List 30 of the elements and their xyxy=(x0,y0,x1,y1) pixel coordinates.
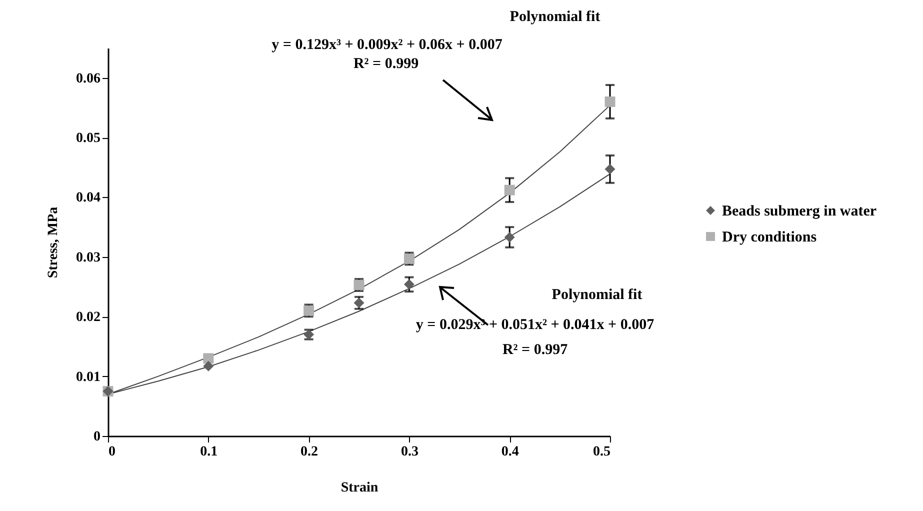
x-axis-title: Strain xyxy=(340,480,378,496)
y-tick-label: 0 xyxy=(94,430,100,444)
x-tick-label: 0 xyxy=(108,444,116,460)
point xyxy=(404,279,414,290)
y-tick-label: 0.01 xyxy=(76,370,100,385)
point xyxy=(604,96,616,107)
x-tick-label: 0.3 xyxy=(400,444,418,460)
y-tick-label: 0.03 xyxy=(76,250,100,266)
text: Polynomial fit xyxy=(510,9,600,25)
y-axis-title: Stress, MPa xyxy=(46,206,61,278)
point xyxy=(504,232,515,242)
y-tick-label: 0.06 xyxy=(76,71,100,86)
annotation: R² = 0.997 xyxy=(502,342,568,358)
y-tick-label: 0.05 xyxy=(76,131,100,146)
point xyxy=(203,353,214,364)
y-tick-label: 0.02 xyxy=(76,310,100,326)
annotation: Polynomial fit xyxy=(552,287,642,303)
point xyxy=(504,184,515,196)
x-tick-label: 0.2 xyxy=(300,444,318,460)
point xyxy=(203,360,214,372)
y-tick-label: 0.04 xyxy=(76,190,100,206)
legend-label: Beads submerg in water xyxy=(722,204,877,220)
point xyxy=(604,164,616,174)
x-tick-label: 0.4 xyxy=(501,444,519,460)
legend-label: Dry conditions xyxy=(722,230,817,246)
annotation: R² = 0.999 xyxy=(353,56,419,72)
x-tick-label: 0.1 xyxy=(200,444,218,460)
annotation: y = 0.129x³ + 0.009x² + 0.06x + 0.007 xyxy=(272,37,503,53)
x-tick-label: 0.5 xyxy=(593,444,610,460)
annotation: y = 0.029x³ + 0.051x² + 0.041x + 0.007 xyxy=(416,317,655,333)
